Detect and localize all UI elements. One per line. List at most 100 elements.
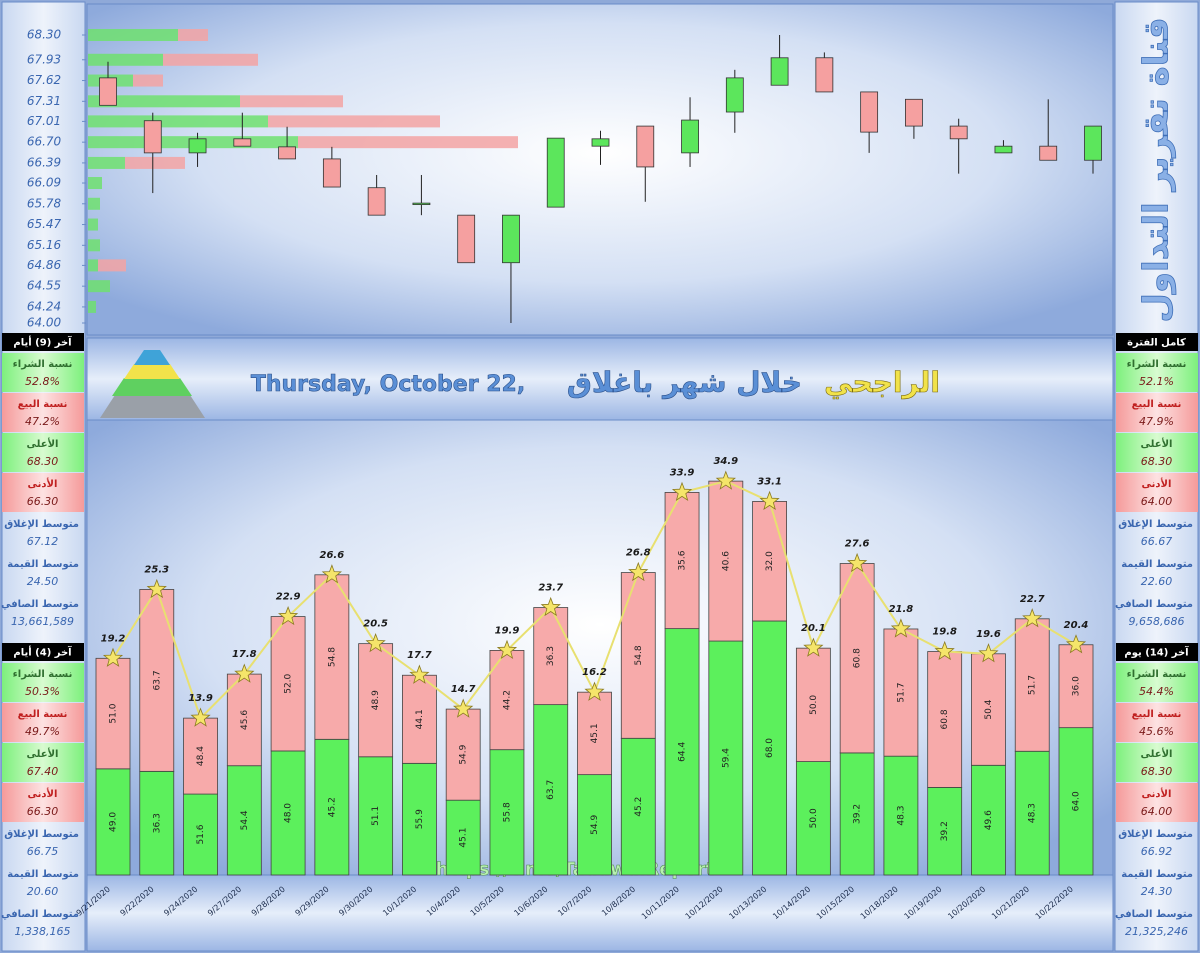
total-label: 20.4: [1064, 620, 1089, 631]
channel-title: قناة تقرير التداول: [1137, 17, 1177, 322]
candle-body: [457, 214, 476, 264]
buy-segment: [402, 762, 437, 876]
buy-label: 39.2: [853, 804, 863, 824]
y-tick-label: 67.93: [27, 52, 61, 66]
total-label: 20.1: [801, 623, 826, 634]
sell-segment: [226, 673, 262, 767]
total-star: [321, 564, 342, 584]
sell-segment: [1014, 618, 1050, 752]
sell-label: 54.8: [634, 645, 644, 665]
stat-label: متوسط الصافي: [1115, 599, 1193, 610]
y-tick-label: 64.24: [27, 299, 61, 313]
sell-segment: [971, 653, 1006, 766]
buy-label: 49.6: [984, 810, 994, 830]
total-star: [409, 664, 430, 684]
volume-sell: [268, 115, 440, 128]
sell-segment: [314, 574, 350, 740]
candle-body: [502, 214, 520, 264]
stat-value: 22.60: [1141, 575, 1173, 588]
volume-buy: [88, 95, 240, 108]
total-star: [847, 552, 868, 573]
stat-label: نسبة الشراء: [1127, 359, 1187, 370]
buy-label: 64.0: [1072, 791, 1082, 811]
volume-buy: [88, 197, 100, 210]
volume-buy: [88, 280, 110, 293]
buy-label: 55.8: [502, 802, 512, 822]
buy-segment: [927, 787, 963, 876]
logo: [100, 350, 205, 418]
volume-sell: [98, 259, 126, 272]
volume-sell: [298, 136, 518, 149]
total-label: 21.8: [889, 604, 914, 615]
buy-label: 54.9: [590, 815, 600, 835]
total-label: 25.3: [144, 564, 169, 575]
buy-segment: [489, 749, 525, 876]
y-tick-label: 64.86: [27, 258, 62, 272]
stat-label: نسبة الشراء: [1127, 669, 1187, 680]
candle-body: [412, 202, 431, 206]
stat-label: نسبة البيع: [18, 709, 68, 720]
buy-label: 39.2: [940, 821, 950, 841]
sell-label: 48.9: [371, 690, 381, 710]
buy-segment: [445, 799, 481, 876]
buy-label: 45.2: [327, 797, 337, 817]
buy-segment: [1058, 727, 1094, 876]
stat-value: 67.12: [27, 535, 59, 548]
candle-body: [233, 138, 252, 147]
stat-value: 64.00: [1141, 495, 1173, 508]
banner-title: خلال شهر باغلاق: [567, 366, 802, 399]
total-star: [934, 640, 955, 661]
stat-value: 24.30: [1141, 885, 1173, 898]
buy-label: 48.3: [896, 806, 906, 826]
volume-sell: [133, 74, 163, 87]
buy-segment: [883, 755, 919, 876]
total-label: 26.6: [320, 550, 345, 561]
total-label: 19.9: [495, 625, 520, 636]
y-tick-label: 68.30: [27, 28, 62, 42]
candle-body: [681, 119, 699, 154]
buy-label: 68.0: [765, 738, 775, 758]
candle-body: [905, 98, 923, 127]
candle-body: [949, 125, 968, 140]
stat-label: متوسط القيمة: [1121, 559, 1193, 570]
y-tick-label: 67.01: [27, 114, 61, 128]
candle-body: [322, 158, 341, 188]
total-star: [584, 681, 605, 701]
total-label: 14.7: [451, 684, 476, 695]
total-star: [628, 561, 649, 582]
stat-label: نسبة البيع: [18, 399, 68, 410]
buy-segment: [752, 620, 787, 876]
green-cell: [2, 743, 84, 782]
total-star: [540, 596, 561, 617]
sell-segment: [577, 691, 612, 776]
candle-body: [725, 77, 744, 113]
red-cell: [2, 473, 84, 512]
volume-sell: [125, 156, 185, 169]
banner-stock: الراجحي: [824, 366, 940, 399]
banner-date: Thursday, October 22,: [251, 372, 525, 397]
date-strip: [86, 874, 1114, 952]
stat-label: متوسط القيمة: [1121, 869, 1193, 880]
stat-value: 66.67: [1141, 535, 1173, 548]
stat-label: نسبة الشراء: [13, 669, 73, 680]
buy-segment: [270, 750, 306, 876]
total-star: [803, 637, 824, 657]
stat-label: نسبة الشراء: [13, 359, 73, 370]
total-star: [146, 578, 167, 599]
sell-segment: [795, 647, 831, 762]
stat-value: 9,658,686: [1129, 615, 1185, 628]
stat-value: 67.40: [27, 765, 59, 778]
buy-segment: [839, 752, 875, 876]
volume-buy: [88, 218, 98, 231]
total-label: 19.8: [932, 627, 957, 638]
total-label: 16.2: [582, 667, 607, 678]
volume-buy: [88, 177, 102, 190]
stat-label: الأدنى: [1142, 787, 1172, 800]
buy-segment: [577, 774, 612, 876]
total-star: [365, 632, 386, 653]
stat-value: 68.30: [27, 455, 59, 468]
sell-label: 54.9: [459, 744, 469, 764]
volume-buy: [88, 53, 163, 66]
stat-label: الأعلى: [1141, 437, 1173, 450]
